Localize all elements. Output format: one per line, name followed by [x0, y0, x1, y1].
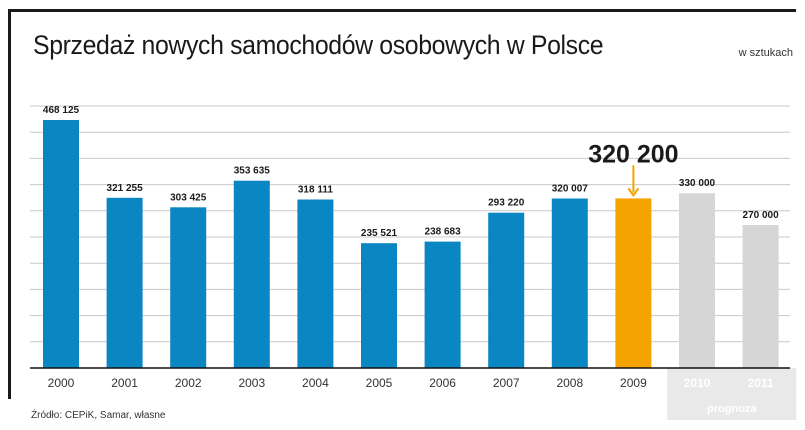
bar-2003 [233, 180, 270, 368]
bar-2007 [488, 212, 525, 368]
chart-title: Sprzedaż nowych samochodów osobowych w P… [33, 30, 604, 60]
value-label-2008: 320 007 [552, 183, 589, 194]
x-tick-label-2009: 2009 [620, 376, 647, 390]
value-label-2003: 353 635 [234, 166, 271, 177]
x-tick-label-2002: 2002 [175, 376, 202, 390]
highlight-arrow-head [627, 187, 640, 198]
bar-2002 [170, 207, 207, 368]
top-rule [8, 9, 796, 12]
value-label-2009: 320 200 [588, 140, 678, 168]
bar-2004 [297, 199, 334, 368]
x-tick-label-2010: 2010 [684, 376, 711, 390]
value-label-2011: 270 000 [743, 210, 780, 221]
x-tick-label-2004: 2004 [302, 376, 329, 390]
value-label-2004: 318 111 [298, 184, 333, 195]
x-tick-label-2007: 2007 [493, 376, 520, 390]
value-label-2006: 238 683 [425, 227, 462, 238]
forecast-band [667, 368, 797, 420]
value-label-2010: 330 000 [679, 178, 716, 189]
bar-2009 [615, 198, 652, 368]
x-tick-label-2001: 2001 [111, 376, 138, 390]
left-rule [8, 9, 11, 399]
bar-2005 [361, 243, 397, 368]
source-note: Źródło: CEPiK, Samar, własne [31, 410, 166, 421]
value-label-2002: 303 425 [170, 192, 207, 203]
value-label-2001: 321 255 [107, 183, 144, 194]
unit-note: w sztukach [738, 47, 793, 59]
x-tick-label-2003: 2003 [238, 376, 265, 390]
x-tick-label-2011: 2011 [748, 376, 774, 390]
value-label-2000: 468 125 [43, 105, 80, 116]
x-tick-label-2005: 2005 [366, 376, 393, 390]
bar-2001 [106, 197, 143, 368]
bar-2011 [742, 225, 779, 368]
value-label-2005: 235 521 [361, 228, 398, 239]
bar-2006 [424, 241, 461, 368]
bar-2000 [43, 120, 79, 368]
x-tick-label-2006: 2006 [429, 376, 456, 390]
bar-2008 [551, 198, 588, 368]
x-tick-label-2000: 2000 [48, 376, 75, 390]
x-tick-label-2008: 2008 [556, 376, 583, 390]
forecast-label: prognoza [707, 403, 757, 415]
bar-2010 [679, 193, 715, 368]
value-label-2007: 293 220 [488, 198, 525, 209]
